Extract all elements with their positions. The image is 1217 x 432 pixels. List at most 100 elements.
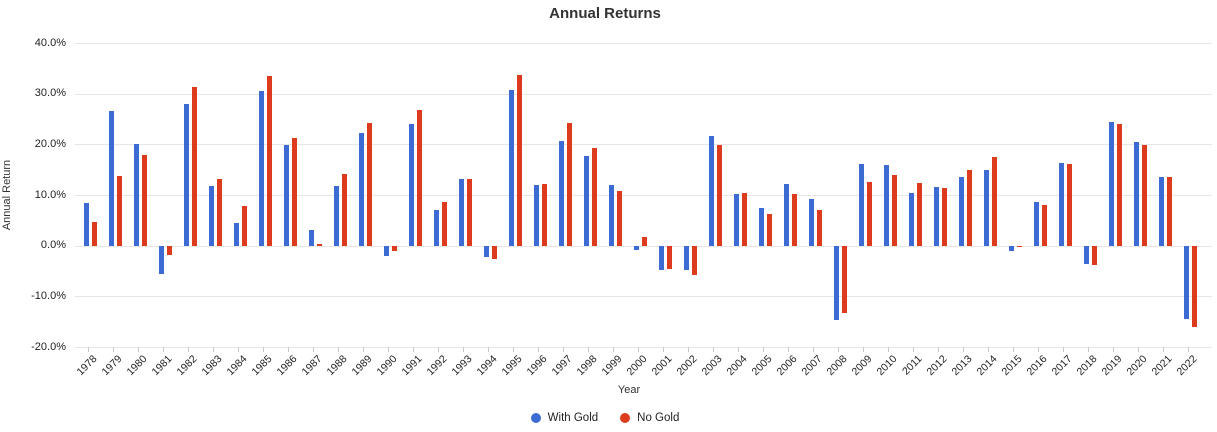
y-tick-label--20: -20.0%: [31, 340, 66, 353]
bar-with-gold-1988[interactable]: [333, 186, 339, 246]
bar-no-gold-2010[interactable]: [891, 175, 897, 246]
bar-with-gold-2021[interactable]: [1158, 176, 1164, 246]
x-tickmark-1992: [437, 347, 439, 352]
x-tickmark-2013: [962, 347, 964, 352]
bar-with-gold-1998[interactable]: [583, 155, 589, 246]
bar-no-gold-2021[interactable]: [1166, 176, 1172, 246]
bar-no-gold-2014[interactable]: [991, 156, 997, 246]
bar-with-gold-2020[interactable]: [1133, 142, 1139, 246]
bar-no-gold-2015[interactable]: [1016, 245, 1022, 248]
bar-no-gold-2007[interactable]: [816, 209, 822, 246]
bar-with-gold-2022[interactable]: [1183, 245, 1189, 320]
bar-no-gold-2019[interactable]: [1116, 123, 1122, 246]
bar-no-gold-2006[interactable]: [791, 194, 797, 246]
legend-label-with-gold: With Gold: [547, 412, 599, 424]
bar-with-gold-1990[interactable]: [383, 245, 389, 256]
bar-with-gold-2016[interactable]: [1033, 201, 1039, 246]
bar-with-gold-2018[interactable]: [1083, 245, 1089, 264]
y-tick-label-0: 0.0%: [40, 239, 66, 252]
chart-title: Annual Returns: [549, 5, 661, 22]
bar-with-gold-2003[interactable]: [708, 135, 714, 246]
bar-no-gold-1998[interactable]: [591, 148, 597, 246]
bar-no-gold-2017[interactable]: [1066, 164, 1072, 246]
bar-no-gold-1997[interactable]: [566, 122, 572, 246]
bar-no-gold-1991[interactable]: [416, 109, 422, 246]
bar-with-gold-1991[interactable]: [408, 124, 414, 246]
bar-no-gold-2012[interactable]: [941, 187, 947, 246]
bar-with-gold-1982[interactable]: [183, 104, 189, 246]
bar-with-gold-2015[interactable]: [1008, 245, 1014, 251]
bar-no-gold-1984[interactable]: [241, 205, 247, 246]
bar-with-gold-2008[interactable]: [833, 245, 839, 320]
bar-no-gold-2018[interactable]: [1091, 245, 1097, 265]
bar-no-gold-2009[interactable]: [866, 182, 872, 246]
bar-with-gold-2005[interactable]: [758, 207, 764, 246]
bar-no-gold-1987[interactable]: [316, 243, 322, 246]
bar-with-gold-1997[interactable]: [558, 140, 564, 246]
bar-with-gold-1993[interactable]: [458, 178, 464, 246]
bar-with-gold-2019[interactable]: [1108, 122, 1114, 246]
bar-no-gold-2013[interactable]: [966, 169, 972, 246]
bar-with-gold-1994[interactable]: [483, 245, 489, 258]
bar-no-gold-2020[interactable]: [1141, 144, 1147, 246]
bar-no-gold-1978[interactable]: [91, 222, 97, 246]
bar-no-gold-1988[interactable]: [341, 174, 347, 246]
bar-with-gold-2001[interactable]: [658, 245, 664, 271]
bar-with-gold-2012[interactable]: [933, 187, 939, 246]
x-tickmark-2001: [662, 347, 664, 352]
bar-no-gold-2000[interactable]: [641, 236, 647, 246]
bar-with-gold-2009[interactable]: [858, 164, 864, 246]
bar-no-gold-1986[interactable]: [291, 138, 297, 246]
bar-no-gold-1990[interactable]: [391, 245, 397, 251]
x-tickmark-2010: [887, 347, 889, 352]
bar-no-gold-1993[interactable]: [466, 178, 472, 246]
bar-with-gold-2000[interactable]: [633, 245, 639, 251]
bar-with-gold-1989[interactable]: [358, 133, 364, 246]
bar-no-gold-2002[interactable]: [691, 245, 697, 275]
bar-no-gold-1995[interactable]: [516, 75, 522, 246]
bar-with-gold-1987[interactable]: [308, 230, 314, 246]
bar-with-gold-2013[interactable]: [958, 176, 964, 246]
bar-no-gold-1989[interactable]: [366, 122, 372, 246]
bar-no-gold-1992[interactable]: [441, 202, 447, 246]
bar-with-gold-2004[interactable]: [733, 193, 739, 246]
bar-with-gold-2011[interactable]: [908, 192, 914, 246]
legend-item-with-gold[interactable]: With Gold: [530, 412, 599, 424]
bar-no-gold-2005[interactable]: [766, 213, 772, 246]
bar-with-gold-2017[interactable]: [1058, 163, 1064, 246]
bar-no-gold-2004[interactable]: [741, 192, 747, 246]
bar-with-gold-1985[interactable]: [258, 91, 264, 246]
bar-no-gold-1979[interactable]: [116, 176, 122, 246]
bar-with-gold-1996[interactable]: [533, 184, 539, 246]
bar-with-gold-1979[interactable]: [108, 110, 114, 246]
bar-with-gold-1992[interactable]: [433, 209, 439, 246]
bar-with-gold-2007[interactable]: [808, 199, 814, 246]
bar-with-gold-1981[interactable]: [158, 245, 164, 274]
bar-with-gold-1983[interactable]: [208, 185, 214, 246]
bar-no-gold-1980[interactable]: [141, 155, 147, 246]
bar-with-gold-1999[interactable]: [608, 185, 614, 246]
bar-with-gold-1984[interactable]: [233, 223, 239, 246]
bar-no-gold-1999[interactable]: [616, 190, 622, 246]
bar-no-gold-2022[interactable]: [1191, 245, 1197, 327]
bar-no-gold-1982[interactable]: [191, 87, 197, 246]
bar-with-gold-2010[interactable]: [883, 164, 889, 246]
bar-no-gold-2008[interactable]: [841, 245, 847, 313]
bar-no-gold-2003[interactable]: [716, 144, 722, 246]
bar-with-gold-1986[interactable]: [283, 144, 289, 246]
bar-no-gold-2001[interactable]: [666, 245, 672, 269]
bar-with-gold-1980[interactable]: [133, 144, 139, 246]
bar-no-gold-1983[interactable]: [216, 178, 222, 246]
bar-with-gold-2006[interactable]: [783, 184, 789, 246]
bar-with-gold-2002[interactable]: [683, 245, 689, 270]
bar-no-gold-2016[interactable]: [1041, 204, 1047, 246]
bar-no-gold-1981[interactable]: [166, 245, 172, 256]
legend-item-no-gold[interactable]: No Gold: [620, 412, 679, 424]
bar-no-gold-1985[interactable]: [266, 75, 272, 246]
bar-with-gold-1995[interactable]: [508, 90, 514, 246]
bar-with-gold-1978[interactable]: [83, 202, 89, 246]
bar-no-gold-1996[interactable]: [541, 183, 547, 246]
bar-with-gold-2014[interactable]: [983, 170, 989, 246]
bar-no-gold-2011[interactable]: [916, 183, 922, 246]
bar-no-gold-1994[interactable]: [491, 245, 497, 259]
